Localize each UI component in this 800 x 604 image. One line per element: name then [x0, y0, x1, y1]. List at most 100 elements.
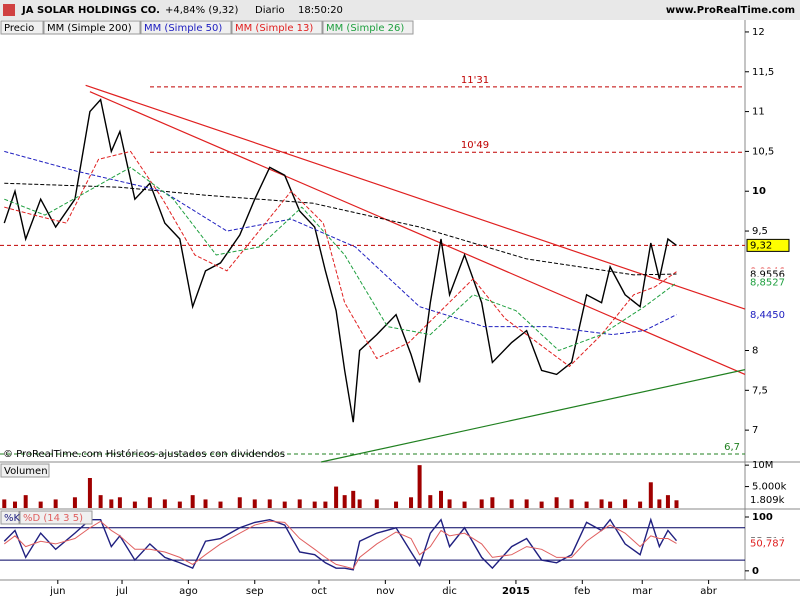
value-badge-label: 50,787	[750, 538, 785, 549]
volume-bar	[267, 499, 272, 508]
x-tick-label: jul	[115, 586, 128, 597]
volume-bar	[462, 501, 467, 508]
trend-line	[89, 91, 746, 375]
volume-bar	[447, 499, 452, 508]
trend-line	[85, 84, 746, 310]
change: +4,84% (9,32)	[165, 5, 238, 16]
x-tick-label: ago	[179, 586, 198, 597]
volume-bar	[72, 497, 77, 508]
volume-bar	[428, 495, 433, 508]
volume-bar	[569, 499, 574, 508]
y-tick-label: 5.000k	[752, 482, 787, 493]
value-badge-label: 8,9556	[750, 269, 785, 280]
x-tick-label: abr	[700, 586, 717, 597]
volume-bar	[554, 497, 559, 508]
y-tick-label: 12	[752, 27, 765, 38]
legend-box	[19, 510, 93, 525]
volume-bar	[23, 495, 28, 508]
value-badge-label: 1.809k	[750, 495, 785, 506]
y-tick-label: 11	[752, 107, 765, 118]
x-tick-label: jun	[49, 586, 65, 597]
volume-bar	[312, 501, 317, 508]
series-line	[4, 150, 677, 336]
period: Diario	[255, 5, 285, 16]
volume-bar	[252, 499, 257, 508]
legend-entry: MM (Simple 50)	[144, 23, 222, 34]
volume-bar	[351, 490, 356, 508]
value-badge	[747, 309, 789, 322]
volume-bar	[648, 482, 653, 508]
series-line	[3, 520, 677, 570]
volume-bar	[490, 497, 495, 508]
volume-bar	[87, 478, 92, 508]
icon	[3, 4, 15, 16]
y-tick-label: 8	[752, 346, 758, 357]
site: www.ProRealTime.com	[666, 5, 795, 16]
legend-entry: MM (Simple 26)	[326, 23, 404, 34]
legend-entry: %D (14 3 5)	[23, 513, 83, 524]
value-badge-label: 9,32	[750, 240, 772, 251]
panel-title: Volumen	[4, 466, 48, 477]
legend-entry: Precio	[4, 23, 34, 34]
value-badge	[746, 238, 790, 252]
legend-box	[322, 20, 414, 35]
volume-bar	[109, 499, 114, 508]
volume-bar	[357, 499, 362, 508]
legend-box	[0, 510, 20, 525]
volume-bar	[599, 499, 604, 508]
value-badge-label: 8,8527	[750, 278, 785, 289]
volume-bar	[132, 501, 137, 508]
volume-bar	[674, 500, 679, 508]
volume-bar	[524, 499, 529, 508]
volume-bar	[2, 499, 7, 508]
legend-box	[43, 20, 141, 35]
legend-box	[0, 463, 50, 478]
volume-bar	[623, 499, 628, 508]
volume-bar	[53, 499, 58, 508]
annotation: © ProRealTime.com Históricos ajustados c…	[3, 448, 285, 460]
x-tick-label: feb	[574, 586, 590, 597]
y-tick-label: 7,5	[752, 385, 768, 396]
level-label: 10'49	[461, 140, 489, 151]
volume-bar	[117, 497, 122, 508]
y-tick-label: 10M	[752, 460, 773, 471]
volume-bar	[608, 501, 613, 508]
volume-bar	[98, 495, 103, 508]
volume-bar	[539, 501, 544, 508]
series-line	[4, 182, 677, 276]
x-tick-label: mar	[632, 586, 653, 597]
legend-entry: MM (Simple 13)	[235, 23, 313, 34]
volume-bar	[509, 499, 514, 508]
y-tick-label: 7	[752, 425, 758, 436]
volume-bar	[409, 497, 414, 508]
legend-box	[140, 20, 232, 35]
volume-bar	[38, 501, 43, 508]
volume-bar	[323, 501, 328, 508]
legend-box	[0, 20, 44, 35]
volume-bar	[282, 501, 287, 508]
volume-bar	[218, 501, 223, 508]
volume-bar	[177, 501, 182, 508]
volume-bar	[334, 486, 339, 508]
volume-bar	[439, 490, 444, 508]
value-badge-label: 8,4450	[750, 310, 785, 321]
volume-bar	[374, 499, 379, 508]
header-bar	[0, 0, 800, 20]
y-tick-label: 0	[752, 566, 759, 577]
volume-bar	[638, 501, 643, 508]
volume-bar	[147, 497, 152, 508]
volume-bar	[665, 495, 670, 508]
series-line	[4, 150, 677, 368]
legend-box	[231, 20, 323, 35]
y-tick-label: 10,5	[752, 146, 774, 157]
value-badge	[747, 537, 789, 550]
volume-bar	[297, 499, 302, 508]
volume-bar	[417, 465, 422, 508]
volume-bar	[657, 499, 662, 508]
volume-bar	[162, 499, 167, 508]
y-tick-label: 10	[752, 186, 766, 197]
y-tick-label: 100	[752, 512, 773, 523]
x-tick-label: sep	[246, 586, 264, 597]
